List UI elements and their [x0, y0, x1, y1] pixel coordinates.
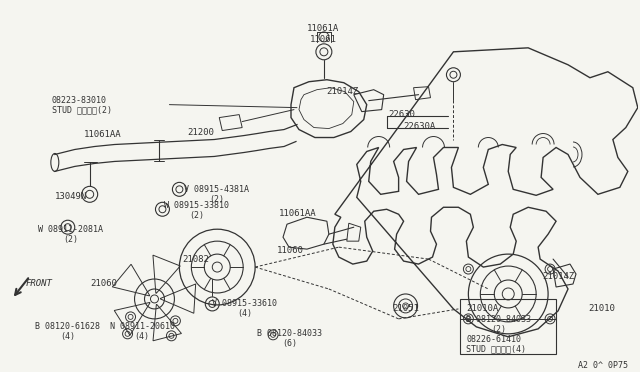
Text: 08226-61410: 08226-61410 [467, 335, 522, 344]
Text: 11061AA: 11061AA [279, 209, 317, 218]
Text: STUD スタッド(2): STUD スタッド(2) [52, 106, 112, 115]
Text: (6): (6) [282, 339, 297, 348]
Text: STUD スタッド(4): STUD スタッド(4) [467, 345, 526, 354]
Text: (2): (2) [209, 195, 224, 204]
Text: 21060: 21060 [91, 279, 118, 288]
Text: (4): (4) [237, 309, 252, 318]
Text: N 08911-20610: N 08911-20610 [109, 322, 175, 331]
Text: 21010A: 21010A [467, 304, 499, 313]
Text: V 08915-4381A: V 08915-4381A [184, 185, 250, 194]
Text: 21051: 21051 [393, 304, 419, 313]
Text: B 08120-84033: B 08120-84033 [257, 329, 322, 338]
Text: V 08915-33610: V 08915-33610 [212, 299, 277, 308]
Text: 21010: 21010 [588, 304, 615, 313]
Text: 11061AA: 11061AA [84, 129, 122, 138]
Text: (2): (2) [492, 325, 506, 334]
Text: A2 0^ 0P75: A2 0^ 0P75 [578, 361, 628, 370]
Text: 13049N: 13049N [55, 192, 87, 201]
Text: W 08915-33810: W 08915-33810 [164, 201, 230, 210]
Text: W 08911-2081A: W 08911-2081A [38, 225, 103, 234]
Text: 08223-83010: 08223-83010 [52, 96, 107, 105]
Text: 11061A: 11061A [307, 24, 339, 33]
Text: 11061: 11061 [310, 35, 337, 44]
Text: B 08120-61628: B 08120-61628 [35, 322, 100, 331]
Text: 21082: 21082 [182, 255, 209, 264]
Text: (2): (2) [189, 211, 204, 220]
Text: 21014Z: 21014Z [542, 272, 574, 281]
Text: B 08120-84033: B 08120-84033 [467, 315, 531, 324]
Text: 22630A: 22630A [404, 122, 436, 131]
Text: (2): (2) [63, 235, 78, 244]
Text: (4): (4) [134, 332, 150, 341]
Text: 22630: 22630 [388, 110, 415, 119]
Text: 21200: 21200 [188, 128, 214, 137]
Text: (4): (4) [60, 332, 75, 341]
Text: FRONT: FRONT [26, 279, 53, 288]
Text: 21014Z: 21014Z [326, 87, 358, 96]
Text: 11060: 11060 [277, 246, 304, 255]
